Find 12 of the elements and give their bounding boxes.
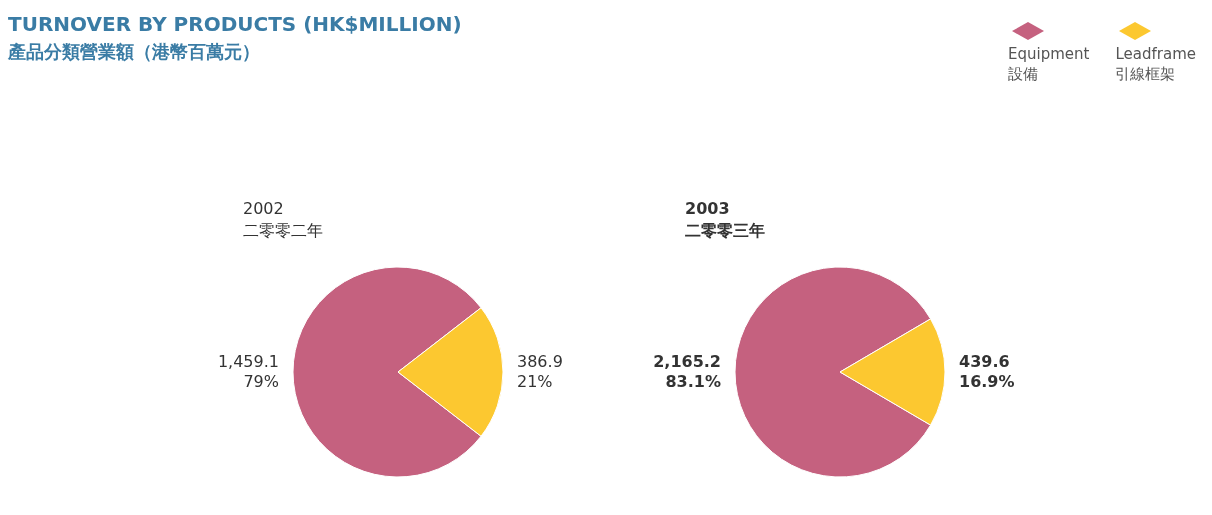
chart-title: TURNOVER BY PRODUCTS (HK$MILLION): [8, 12, 462, 36]
data-label: 2,165.2 83.1%: [653, 352, 721, 391]
data-label: 439.6 16.9%: [959, 352, 1015, 391]
text: 二零零三年: [685, 220, 766, 242]
text: 二零零二年: [243, 220, 324, 242]
text: 產品分類營業額（港幣百萬元）: [8, 40, 261, 64]
text: 2003: [685, 198, 731, 220]
text: 2002: [243, 198, 285, 220]
data-label: 386.9 21%: [517, 352, 563, 391]
data-label: 1,459.1 79%: [217, 352, 279, 391]
legend-label: Equipment 設備: [1008, 44, 1090, 84]
legend-label: Leadframe 引線框架: [1115, 44, 1196, 84]
